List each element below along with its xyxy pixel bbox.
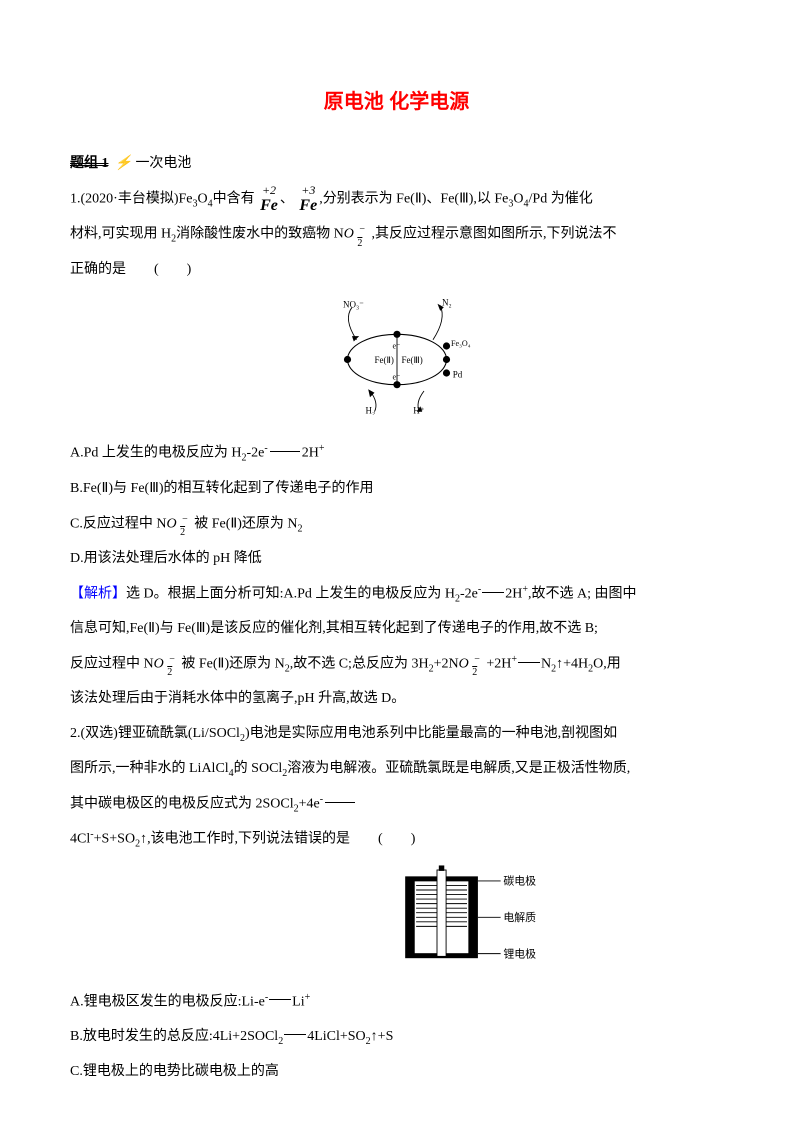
d1-fe2: Fe(Ⅱ): [374, 356, 393, 366]
group-subtitle: 一次电池: [135, 156, 191, 171]
q2-stem-l1: 2.(双选)锂亚硫酰氯(Li/SOCl2)电池是实际应用电池系列中比能量最高的一…: [70, 719, 723, 750]
d1-e1: e⁻: [392, 342, 400, 351]
q1-analysis-l3: 反应过程中 NO 2− 被 Fe(Ⅱ)还原为 N2,故不选 C;总反应为 3H2…: [70, 649, 723, 680]
d1-pd: Pd: [452, 370, 462, 380]
q1-analysis-l4: 该法处理后由于消耗水体中的氢离子,pH 升高,故选 D。: [70, 684, 723, 715]
d1-e2: e⁻: [392, 373, 400, 382]
q1-stem-line1: 1.(2020·丰台模拟)Fe3O4中含有 +2Fe、 +3Fe,分别表示为 F…: [70, 184, 723, 215]
d2-lithium: 锂电极: [503, 946, 536, 960]
q1-stem-line3: 正确的是 ( ): [70, 255, 723, 286]
q1-optD: D.用该法处理后水体的 pH 降低: [70, 544, 723, 575]
q1-optB: B.Fe(Ⅱ)与 Fe(Ⅲ)的相互转化起到了传递电子的作用: [70, 474, 723, 505]
q1-optA: A.Pd 上发生的电极反应为 H2-2e-2H+: [70, 438, 723, 469]
q2-optC: C.锂电极上的电势比碳电极上的高: [70, 1057, 723, 1088]
d1-hplus: H⁺: [413, 406, 424, 416]
group-header: 题组 1 ⚡ 一次电池: [70, 149, 723, 180]
analysis-label: 【解析】: [70, 586, 126, 601]
q1-analysis-l2: 信息可知,Fe(Ⅱ)与 Fe(Ⅲ)是该反应的催化剂,其相互转化起到了传递电子的作…: [70, 614, 723, 645]
q1-analysis-l1: 【解析】选 D。根据上面分析可知:A.Pd 上发生的电极反应为 H2-2e-2H…: [70, 579, 723, 610]
q2-stem-l4: 4Cl-+S+SO2↑,该电池工作时,下列说法错误的是 ( ): [70, 824, 723, 855]
fe2-symbol: +2Fe: [260, 184, 278, 215]
page-title: 原电池 化学电源: [70, 80, 723, 124]
q2-stem-l2: 图所示,一种非水的 LiAlCl4的 SOCl2溶液为电解液。亚硫酰氯既是电解质…: [70, 754, 723, 785]
d2-carbon: 碳电极: [503, 873, 536, 887]
d2-electrolyte: 电解质: [503, 910, 536, 924]
group-label: 题组 1: [70, 149, 109, 180]
q1-diagram: Fe(Ⅱ) Fe(Ⅲ) e⁻ e⁻ NO₃⁻ N₂ Fe₃O₄ Pd H₂ H⁺: [70, 295, 723, 428]
q2-stem-l3: 其中碳电极区的电极反应式为 2SOCl2+4e-: [70, 789, 723, 820]
q2-diagram: 碳电极 电解质 锂电极: [250, 860, 723, 983]
q1-optC: C.反应过程中 NO 2− 被 Fe(Ⅱ)还原为 N2: [70, 509, 723, 540]
d1-h2: H₂: [365, 406, 375, 416]
d1-n2: N₂: [442, 298, 452, 308]
flash-icon: ⚡: [115, 156, 132, 171]
d1-fe3o4: Fe₃O₄: [451, 339, 471, 348]
fe3-symbol: +3Fe: [299, 184, 317, 215]
d1-no3: NO₃⁻: [343, 300, 364, 310]
q2-optA: A.锂电极区发生的电极反应:Li-e-Li+: [70, 987, 723, 1018]
q2-optB: B.放电时发生的总反应:4Li+2SOCl24LiCl+SO2↑+S: [70, 1022, 723, 1053]
q1-stem-line2: 材料,可实现用 H2消除酸性废水中的致癌物 NO 2− ,其反应过程示意图如图所…: [70, 219, 723, 250]
d1-fe3: Fe(Ⅲ): [401, 356, 422, 366]
